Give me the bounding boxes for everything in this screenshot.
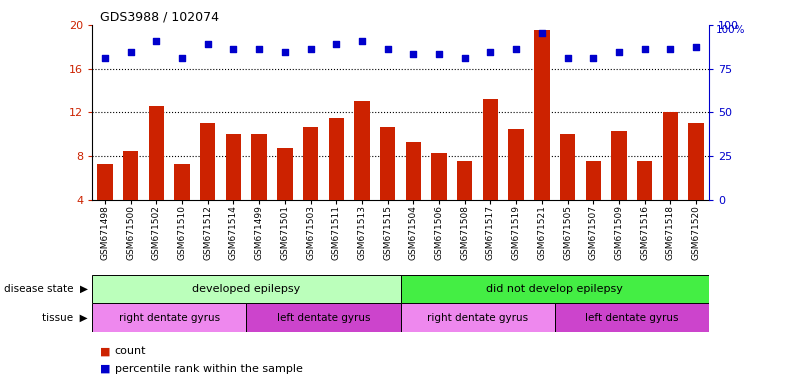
Text: ■: ■: [100, 346, 111, 356]
Point: [407, 51, 420, 58]
Bar: [277, 148, 292, 243]
Bar: [509, 129, 524, 243]
Point: [381, 46, 394, 52]
Text: did not develop epilepsy: did not develop epilepsy: [486, 284, 623, 294]
Text: left dentate gyrus: left dentate gyrus: [585, 313, 678, 323]
Point: [562, 55, 574, 61]
Bar: [688, 123, 704, 243]
Bar: [149, 106, 164, 243]
Point: [638, 46, 651, 52]
Point: [613, 49, 626, 55]
Point: [201, 40, 214, 46]
Text: tissue  ▶: tissue ▶: [42, 313, 88, 323]
Bar: [380, 126, 396, 243]
Bar: [226, 134, 241, 243]
Bar: [354, 101, 369, 243]
Text: right dentate gyrus: right dentate gyrus: [427, 313, 528, 323]
Bar: [328, 118, 344, 243]
Point: [304, 46, 317, 52]
Bar: [431, 153, 447, 243]
Bar: [97, 164, 113, 243]
Bar: [554, 303, 709, 332]
Bar: [637, 161, 652, 243]
Text: ■: ■: [100, 364, 111, 374]
Point: [99, 55, 111, 61]
Point: [535, 30, 548, 36]
Bar: [483, 99, 498, 243]
Bar: [92, 275, 400, 303]
Point: [484, 49, 497, 55]
Point: [356, 38, 368, 45]
Bar: [662, 112, 678, 243]
Point: [150, 38, 163, 45]
Bar: [92, 303, 247, 332]
Bar: [457, 161, 473, 243]
Text: percentile rank within the sample: percentile rank within the sample: [115, 364, 303, 374]
Bar: [247, 303, 400, 332]
Point: [124, 49, 137, 55]
Point: [227, 46, 239, 52]
Bar: [586, 161, 601, 243]
Point: [509, 46, 522, 52]
Point: [279, 49, 292, 55]
Bar: [560, 134, 575, 243]
Point: [330, 40, 343, 46]
Text: 100%: 100%: [716, 25, 746, 35]
Bar: [400, 275, 709, 303]
Point: [690, 44, 702, 50]
Bar: [123, 151, 139, 243]
Point: [433, 51, 445, 58]
Bar: [405, 142, 421, 243]
Point: [458, 55, 471, 61]
Text: left dentate gyrus: left dentate gyrus: [276, 313, 370, 323]
Point: [253, 46, 266, 52]
Bar: [175, 164, 190, 243]
Bar: [303, 126, 318, 243]
Point: [664, 46, 677, 52]
Text: right dentate gyrus: right dentate gyrus: [119, 313, 219, 323]
Text: GDS3988 / 102074: GDS3988 / 102074: [100, 10, 219, 23]
Text: count: count: [115, 346, 146, 356]
Point: [175, 55, 188, 61]
Bar: [200, 123, 215, 243]
Bar: [400, 303, 554, 332]
Bar: [534, 30, 549, 243]
Bar: [252, 134, 267, 243]
Text: developed epilepsy: developed epilepsy: [192, 284, 300, 294]
Point: [587, 55, 600, 61]
Text: disease state  ▶: disease state ▶: [4, 284, 88, 294]
Bar: [611, 131, 626, 243]
